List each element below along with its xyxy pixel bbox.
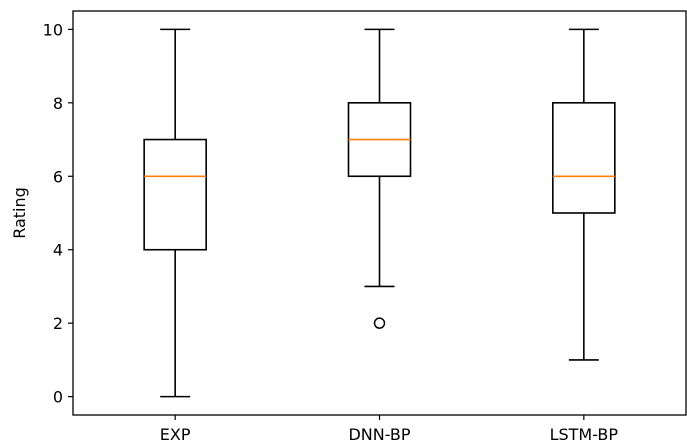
boxes-layer [143,28,616,398]
x-axis: EXP DNN-BP LSTM-BP [160,415,619,444]
y-axis: 0 2 4 6 8 10 [43,20,73,407]
y-axis-label: Rating [10,187,29,239]
y-tick-label: 8 [53,94,63,113]
box-dnn-bp [347,28,412,329]
x-tick-label: EXP [160,425,191,444]
y-tick-label: 6 [53,167,63,186]
y-tick-label: 0 [53,388,63,407]
y-tick-label: 10 [43,20,63,39]
box-lstm-bp [552,28,616,361]
y-tick-label: 2 [53,314,63,333]
box-exp [143,28,207,398]
y-tick-label: 4 [53,241,63,260]
iqr-box [143,138,207,251]
iqr-box [552,102,616,214]
outlier-point [373,317,386,329]
x-tick-label: DNN-BP [348,425,410,444]
x-tick-label: LSTM-BP [550,425,619,444]
